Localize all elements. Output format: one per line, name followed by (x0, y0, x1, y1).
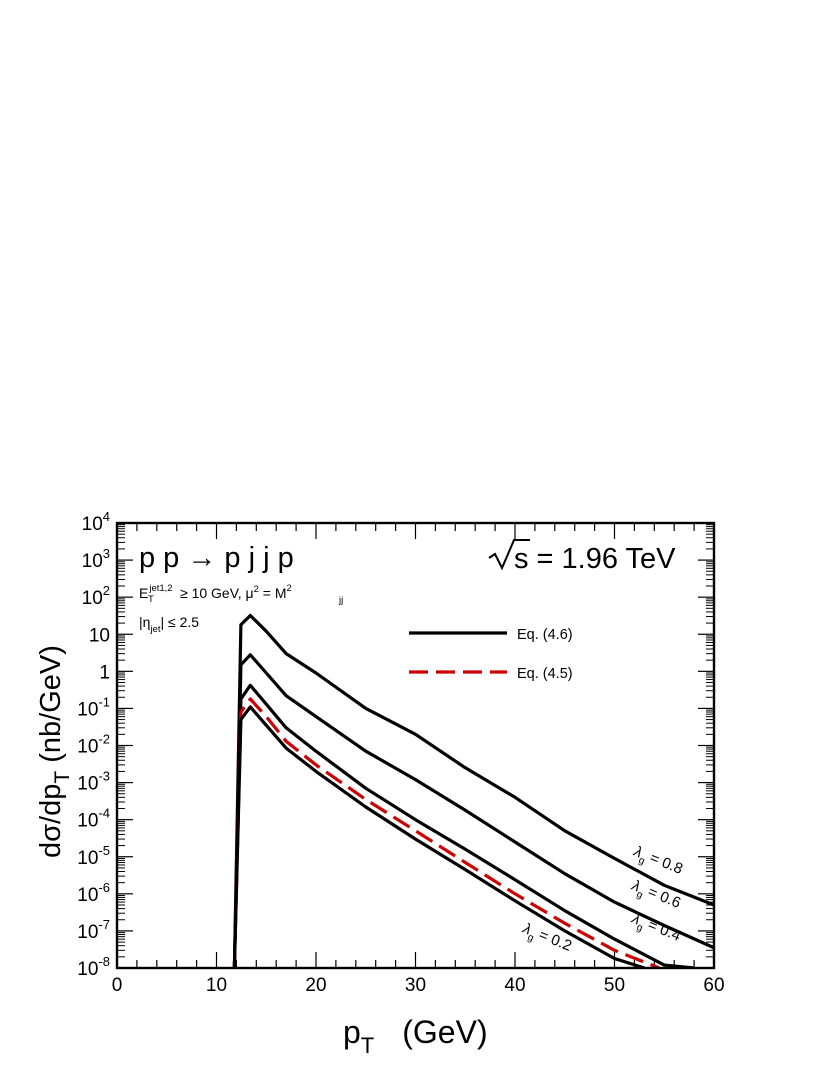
x-tick-label: 30 (405, 975, 426, 996)
et-cut-label: Ejet1,2 T ≥ 10 GeV, μ2 = M2jj (139, 583, 343, 606)
y-tick-label: 102 (82, 583, 110, 609)
y-axis-label: dσ/dpT (nb/GeV) (35, 645, 74, 858)
series-line-2 (232, 683, 695, 968)
x-tick-label: 60 (703, 975, 724, 996)
x-tick-labels: 0 10 20 30 40 50 60 (112, 975, 725, 996)
series-line-3 (232, 697, 660, 968)
legend-label-eq46: Eq. (4.6) (517, 627, 573, 643)
x-tick-label: 20 (305, 975, 326, 996)
y-tick-label: 10 (89, 625, 110, 646)
x-tick-label: 10 (206, 975, 227, 996)
y-tick-label: 10-4 (77, 806, 110, 832)
legend: Eq. (4.6) Eq. (4.5) (409, 627, 573, 682)
data-curves (232, 613, 714, 968)
x-tick-label: 50 (604, 975, 625, 996)
x-tick-label: 0 (112, 975, 123, 996)
series-line-4 (232, 705, 645, 968)
legend-label-eq45: Eq. (4.5) (517, 666, 573, 682)
eta-cut-label: |ηjet| ≤ 2.5 (139, 614, 199, 635)
y-tick-label: 10-6 (77, 880, 110, 906)
sqrt-symbol-icon (488, 539, 530, 571)
y-tick-label: 10-1 (77, 694, 110, 720)
y-tick-label: 104 (82, 509, 110, 535)
x-axis-label: pT (GeV) (343, 1014, 488, 1058)
y-tick-labels: 10-8 10-7 10-6 10-5 10-4 10-3 10-2 10-1 1 10 102 10… (77, 509, 110, 980)
y-tick-label: 1 (99, 662, 110, 683)
series-line-1 (232, 653, 714, 968)
y-tick-label: 10-2 (77, 732, 110, 758)
y-tick-label: 103 (82, 546, 110, 572)
plot-frame (115, 521, 716, 970)
curve-label-lambda-0-8: λg = 0.8 (629, 843, 685, 882)
svg-text:s = 1.96 TeV: s = 1.96 TeV (514, 543, 676, 575)
x-tick-label: 40 (504, 975, 525, 996)
y-tick-label: 10-7 (77, 917, 110, 943)
series-line-0 (232, 613, 714, 968)
energy-label: s = 1.96 TeV (488, 539, 676, 575)
process-label: p p → p j j p (139, 542, 294, 574)
y-tick-label: 10-3 (77, 769, 110, 795)
y-tick-label: 10-5 (77, 843, 110, 869)
y-tick-label: 10-8 (77, 954, 110, 980)
curve-label-lambda-0-4: λg = 0.4 (627, 910, 683, 949)
